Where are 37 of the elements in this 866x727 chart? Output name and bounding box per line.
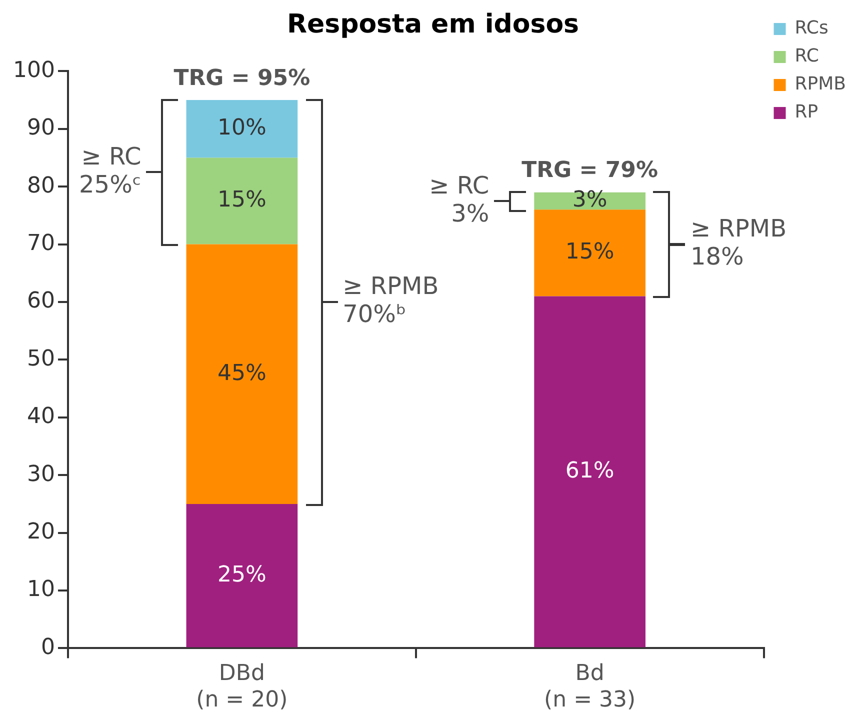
- y-tick-label: 50: [26, 346, 55, 372]
- y-tick-label: 0: [40, 634, 55, 660]
- bar: [186, 244, 298, 504]
- bar: [186, 100, 298, 158]
- y-tick-label: 30: [26, 462, 55, 487]
- y-tick-label: 10: [26, 577, 55, 602]
- x-tick-label: Bd (n = 33): [544, 661, 636, 713]
- y-tick-label: 70: [26, 231, 55, 256]
- annotation: ≥ RPMB 18%: [690, 214, 787, 271]
- legend-label: RPMB: [794, 74, 846, 95]
- data-label: 3%: [572, 188, 608, 213]
- chart-title: Resposta em idosos: [286, 9, 580, 40]
- legend-label: RP: [794, 102, 818, 123]
- bar: [534, 210, 646, 296]
- y-tick-label: 40: [26, 404, 55, 430]
- legend-label: RCs: [794, 18, 828, 39]
- y-tick-label: 60: [26, 288, 55, 314]
- data-label: 45%: [217, 360, 266, 386]
- data-label: 15%: [565, 240, 614, 265]
- data-label: 61%: [565, 458, 614, 484]
- data-label: 25%: [217, 562, 266, 588]
- data-label: 10%: [217, 116, 266, 141]
- bar: [186, 158, 298, 244]
- bar: [186, 504, 298, 648]
- y-tick-label: 20: [26, 520, 55, 545]
- y-tick-label: 80: [26, 173, 55, 198]
- data-label: 15%: [217, 188, 266, 213]
- legend-label: RC: [794, 46, 819, 67]
- total-label: TRG = 95%: [174, 66, 310, 91]
- y-tick-label: 100: [12, 58, 55, 83]
- bar: [534, 296, 646, 648]
- annotation: ≥ RC 25%ᶜ: [79, 142, 142, 198]
- total-label: TRG = 79%: [522, 158, 658, 184]
- annotation: ≥ RPMB 70%ᵇ: [342, 272, 439, 328]
- x-tick-label: DBd (n = 20): [196, 661, 288, 713]
- y-tick-label: 90: [26, 116, 55, 141]
- annotation: ≥ RC 3%: [429, 171, 490, 228]
